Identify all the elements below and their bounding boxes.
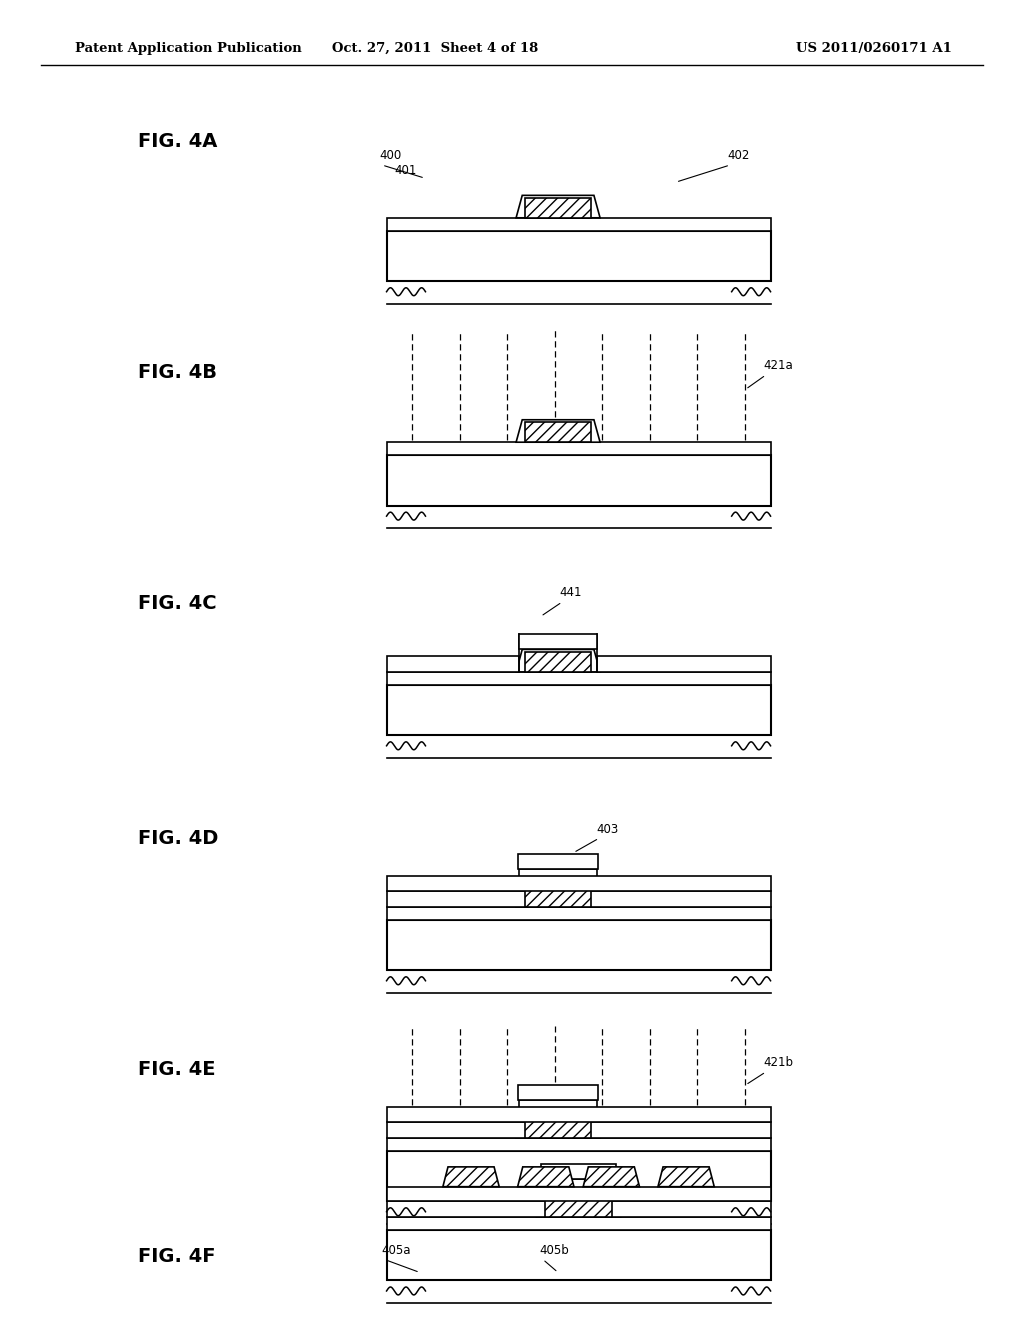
Text: 400: 400 [379,149,401,162]
Bar [386,1122,770,1138]
Bar [386,656,519,672]
Bar [519,1100,597,1115]
Bar [518,1085,598,1100]
Text: 401: 401 [394,164,417,177]
Text: 405b: 405b [540,1243,569,1257]
Bar [386,920,770,970]
Bar [386,1217,770,1230]
Text: FIG. 4E: FIG. 4E [138,1060,216,1078]
Bar [386,907,770,920]
Polygon shape [516,1115,600,1138]
Polygon shape [517,1167,573,1187]
Bar [386,1138,770,1151]
Bar [386,1230,770,1280]
Polygon shape [516,420,600,442]
Bar [386,876,770,891]
Text: FIG. 4A: FIG. 4A [138,132,218,150]
Bar [545,1197,611,1217]
Bar [518,854,598,869]
Bar [541,1164,616,1179]
Bar [386,231,770,281]
Text: 421b: 421b [763,1056,793,1069]
Polygon shape [584,1167,639,1187]
Polygon shape [442,1167,500,1187]
Polygon shape [657,1167,714,1187]
Bar [524,887,591,907]
Bar [597,656,770,672]
Bar [386,1201,770,1217]
Bar [524,198,591,218]
Text: 402: 402 [727,149,750,162]
Bar [386,1151,770,1201]
Bar [524,422,591,442]
Bar [386,218,770,231]
Text: FIG. 4C: FIG. 4C [138,594,217,612]
Text: 403: 403 [596,822,618,836]
Bar [386,1107,770,1122]
Bar [386,891,770,907]
Text: Oct. 27, 2011  Sheet 4 of 18: Oct. 27, 2011 Sheet 4 of 18 [332,42,539,54]
Text: FIG. 4D: FIG. 4D [138,829,218,847]
Bar [524,652,591,672]
Bar [386,1187,770,1201]
Text: 405a: 405a [381,1243,411,1257]
Polygon shape [516,884,600,907]
Polygon shape [516,195,600,218]
Text: FIG. 4B: FIG. 4B [138,363,217,381]
Text: 421a: 421a [763,359,793,372]
Polygon shape [537,1195,621,1217]
Bar [386,455,770,506]
Bar [519,634,597,649]
Bar [386,685,770,735]
Text: FIG. 4F: FIG. 4F [138,1247,216,1266]
Polygon shape [516,649,600,672]
Bar [386,442,770,455]
Text: Patent Application Publication: Patent Application Publication [75,42,301,54]
Bar [541,1179,616,1195]
Bar [519,869,597,884]
Text: 441: 441 [559,586,582,599]
Text: US 2011/0260171 A1: US 2011/0260171 A1 [797,42,952,54]
Bar [524,1118,591,1138]
Bar [386,672,770,685]
